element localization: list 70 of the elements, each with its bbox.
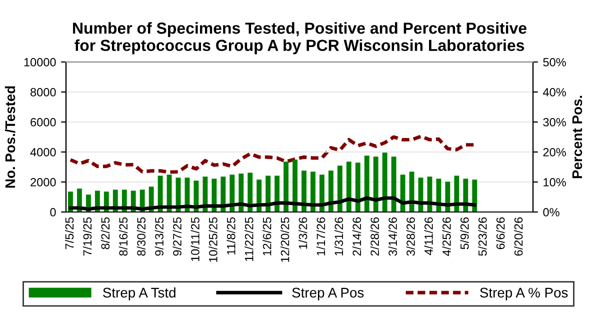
bar	[373, 156, 378, 212]
x-tick-label: 8/2/25	[100, 217, 110, 250]
y2-tick-label: 40%	[542, 88, 566, 96]
line-series	[68, 134, 476, 174]
y2-axis-title: Percent Pos.	[572, 96, 582, 178]
bar	[391, 156, 396, 212]
x-tick-label: 3/28/26	[406, 217, 415, 256]
legend-label: Strep A % Pos	[480, 288, 568, 300]
y2-tick-label: 50%	[543, 58, 566, 66]
bar	[454, 176, 460, 212]
bar	[202, 176, 208, 212]
bar	[364, 156, 370, 212]
y-tick-label: 6000	[30, 118, 56, 126]
bar	[230, 174, 235, 212]
y2-tick-label: 10%	[544, 178, 566, 186]
chart-title: Number of Specimens Tested, Positive and Percent Positive for Streptococcus Group A by PCR Wisconsin Laboratories	[73, 22, 526, 54]
x-tick-label: 11/8/25	[226, 217, 236, 254]
y2-tick-label: 0%	[543, 208, 560, 216]
bar	[463, 178, 468, 212]
y-tick-label: 0	[50, 208, 56, 216]
x-tick-label: 10/25/25	[208, 217, 218, 262]
x-tick-label: 8/16/25	[118, 217, 128, 256]
bar	[328, 170, 334, 212]
bar	[355, 162, 360, 212]
bar	[472, 180, 478, 212]
x-tick-label: 11/22/25	[244, 217, 254, 262]
x-tick-label: 12/6/25	[262, 217, 272, 256]
bar	[310, 172, 316, 212]
x-tick-label: 6/6/26	[496, 217, 505, 250]
x-tick-label: 5/23/26	[478, 217, 487, 256]
bar	[292, 160, 298, 212]
y-tick-label: 2000	[30, 178, 56, 186]
bar	[248, 172, 253, 212]
x-tick-label: 10/11/25	[190, 217, 200, 262]
x-tick-label: 12/20/25	[280, 217, 290, 262]
legend-label: Strep A Pos	[292, 288, 364, 300]
bar	[266, 176, 271, 212]
x-tick-label: 4/11/26	[424, 217, 433, 256]
bar	[220, 176, 226, 212]
bar	[346, 162, 352, 212]
x-tick-label: 5/9/26	[460, 217, 469, 250]
x-tick-label: 1/31/26	[334, 217, 344, 256]
y-axis-title: No. Pos./Tested	[4, 86, 16, 188]
bar	[302, 170, 306, 212]
bar	[337, 166, 342, 212]
bar	[382, 152, 388, 212]
bar	[319, 174, 324, 212]
bar	[274, 176, 280, 212]
x-tick-label: 4/25/26	[442, 217, 451, 256]
x-tick-label: 7/19/25	[82, 217, 92, 256]
x-tick-label: 9/13/25	[154, 217, 164, 256]
x-tick-label: 1/3/26	[298, 217, 308, 249]
x-tick-label: 8/30/25	[136, 217, 146, 256]
bar	[212, 178, 217, 212]
y-tick-label: 10000	[24, 58, 56, 66]
bar	[158, 176, 163, 212]
y2-tick-label: 30%	[543, 118, 566, 126]
x-tick-label: 1/17/26	[316, 217, 326, 256]
x-tick-label: 9/27/25	[172, 217, 182, 256]
legend-label: Strep A Tstd	[103, 287, 176, 300]
x-tick-label: 6/20/26	[514, 217, 523, 256]
x-tick-label: 2/14/26	[352, 217, 362, 256]
y-tick-label: 8000	[30, 88, 56, 96]
x-tick-label: 7/5/25	[64, 217, 74, 250]
x-tick-label: 3/14/26	[388, 217, 397, 256]
bar	[284, 162, 288, 212]
x-tick-label: 2/28/26	[370, 217, 380, 256]
y2-tick-label: 20%	[543, 148, 566, 156]
bar	[436, 178, 442, 212]
y-tick-label: 4000	[30, 148, 56, 156]
